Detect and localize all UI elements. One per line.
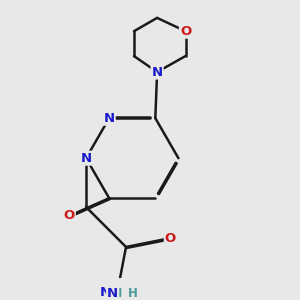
Text: O: O xyxy=(180,25,191,38)
Text: H: H xyxy=(128,287,138,300)
Text: N: N xyxy=(100,286,111,299)
Text: N: N xyxy=(152,65,163,79)
Text: N: N xyxy=(107,287,118,300)
Text: O: O xyxy=(165,232,176,244)
Text: H: H xyxy=(112,287,122,300)
Text: N: N xyxy=(103,112,115,125)
Text: O: O xyxy=(64,209,75,222)
Text: N: N xyxy=(80,152,92,165)
